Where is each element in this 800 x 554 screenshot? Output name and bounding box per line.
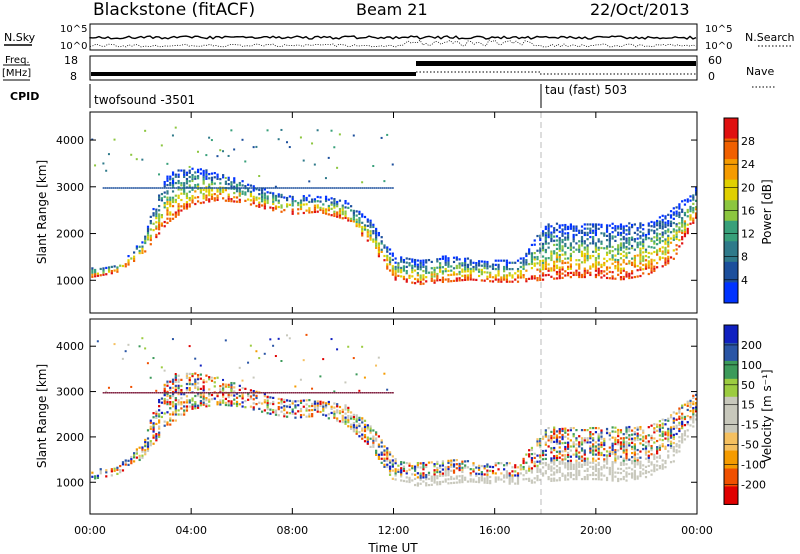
power-colorbar-tick: 8 xyxy=(741,251,748,264)
nave-tick-low: 0 xyxy=(708,70,715,83)
cpid-label: CPID xyxy=(10,90,39,103)
power-ylabel: Slant Range [km] xyxy=(35,160,49,264)
velocity-colorbar-swatch xyxy=(724,378,738,398)
freq-label: Freq. xyxy=(5,55,30,66)
noise-tick-low-left: 10^0 xyxy=(60,41,87,52)
power-colorbar-swatch xyxy=(724,138,738,160)
nsky-trace xyxy=(89,35,697,40)
velocity-colorbar-tick: -50 xyxy=(741,439,759,452)
power-plot-area xyxy=(90,112,697,313)
power-ytick-label: 1000 xyxy=(56,274,84,287)
beam-title: Beam 21 xyxy=(356,0,428,19)
date-title: 22/Oct/2013 xyxy=(590,0,690,19)
x-tick-label: 00:00 xyxy=(74,524,106,537)
velocity-colorbar-swatch xyxy=(724,360,738,380)
velocity-colorbar-tick: 15 xyxy=(741,399,755,412)
power-colorbar-swatch xyxy=(724,220,738,242)
velocity-ytick-label: 2000 xyxy=(56,431,84,444)
cpid-strip: CPID twofsound -3501 tau (fast) 503 xyxy=(10,83,627,108)
power-colorbar-swatch xyxy=(724,159,738,181)
power-colorbar-swatch xyxy=(724,118,738,140)
power-ytick-label: 4000 xyxy=(56,134,84,147)
nave-label: Nave xyxy=(746,65,774,78)
nsky-label: N.Sky xyxy=(4,31,36,44)
velocity-colorbar-swatch xyxy=(724,325,738,344)
power-colorbar-tick: 16 xyxy=(741,204,755,217)
x-tick-label: 00:00 xyxy=(681,524,713,537)
freq-unit: [MHz] xyxy=(2,68,31,79)
velocity-colorbar-swatch xyxy=(724,468,738,487)
x-tick-label: 16:00 xyxy=(479,524,511,537)
power-colorbar-swatch xyxy=(724,241,738,263)
cpid-mode-1: twofsound -3501 xyxy=(94,93,195,107)
power-colorbar-tick: 24 xyxy=(741,158,755,171)
power-ytick-label: 2000 xyxy=(56,228,84,241)
cpid-mode-2: tau (fast) 503 xyxy=(545,83,627,97)
x-tick-label: 04:00 xyxy=(175,524,207,537)
power-colorbar-tick: 12 xyxy=(741,228,755,241)
freq-tick-high: 18 xyxy=(64,54,78,67)
velocity-colorbar-tick: 100 xyxy=(741,359,762,372)
freq-trace-low xyxy=(91,72,416,76)
noise-tick-high-right: 10^5 xyxy=(705,24,732,35)
x-tick-label: 12:00 xyxy=(378,524,410,537)
x-tick-label: 20:00 xyxy=(580,524,612,537)
power-panel: 1000 2000 3000 4000 Slant Range [km] 28 24 20… xyxy=(35,111,774,314)
station-title: Blackstone (fitACF) xyxy=(93,0,255,20)
velocity-colorbar-swatch xyxy=(724,396,738,416)
power-ytick-label: 3000 xyxy=(56,181,84,194)
velocity-panel: 1000 2000 3000 4000 Slant Range [km] 200 100… xyxy=(35,318,774,515)
nsearch-label: N.Search xyxy=(745,31,795,44)
velocity-colorbar-tick: -200 xyxy=(741,478,766,491)
freq-trace-high xyxy=(416,61,696,66)
velocity-colorbar-swatch xyxy=(724,486,738,505)
x-axis-label: Time UT xyxy=(367,541,418,554)
velocity-colorbar-tick: -100 xyxy=(741,459,766,472)
power-colorbar-tick: 4 xyxy=(741,274,748,287)
noise-tick-high-left: 10^5 xyxy=(60,24,87,35)
velocity-colorbar-label: Velocity [m s⁻¹] xyxy=(760,369,774,462)
velocity-colorbar-tick: -15 xyxy=(741,419,759,432)
noise-strip: N.Sky 10^5 10^0 10^5 10^0 N.Search xyxy=(4,23,795,52)
velocity-ytick-label: 3000 xyxy=(56,386,84,399)
velocity-colorbar-tick: 200 xyxy=(741,339,762,352)
velocity-colorbar-swatch xyxy=(724,432,738,452)
velocity-colorbar-swatch xyxy=(724,450,738,470)
power-colorbar-swatch xyxy=(724,179,738,201)
velocity-colorbar-swatch xyxy=(724,414,738,434)
freq-strip: Freq. [MHz] 18 8 60 0 Nave xyxy=(2,54,776,88)
power-colorbar-tick: 20 xyxy=(741,181,755,194)
nsearch-trace xyxy=(89,39,697,48)
velocity-plot-area xyxy=(90,319,697,514)
power-colorbar-swatch xyxy=(724,261,738,283)
power-colorbar-tick: 28 xyxy=(741,135,755,148)
power-colorbar-swatch xyxy=(724,282,738,304)
velocity-colorbar-tick: 50 xyxy=(741,379,755,392)
power-colorbar-label: Power [dB] xyxy=(760,179,774,244)
velocity-ytick-label: 1000 xyxy=(56,476,84,489)
velocity-ylabel: Slant Range [km] xyxy=(35,364,49,468)
freq-tick-low: 8 xyxy=(70,70,77,83)
nave-tick-high: 60 xyxy=(708,54,722,67)
x-tick-label: 08:00 xyxy=(276,524,308,537)
velocity-ytick-label: 4000 xyxy=(56,340,84,353)
noise-tick-low-right: 10^0 xyxy=(705,41,732,52)
velocity-colorbar-swatch xyxy=(724,342,738,362)
